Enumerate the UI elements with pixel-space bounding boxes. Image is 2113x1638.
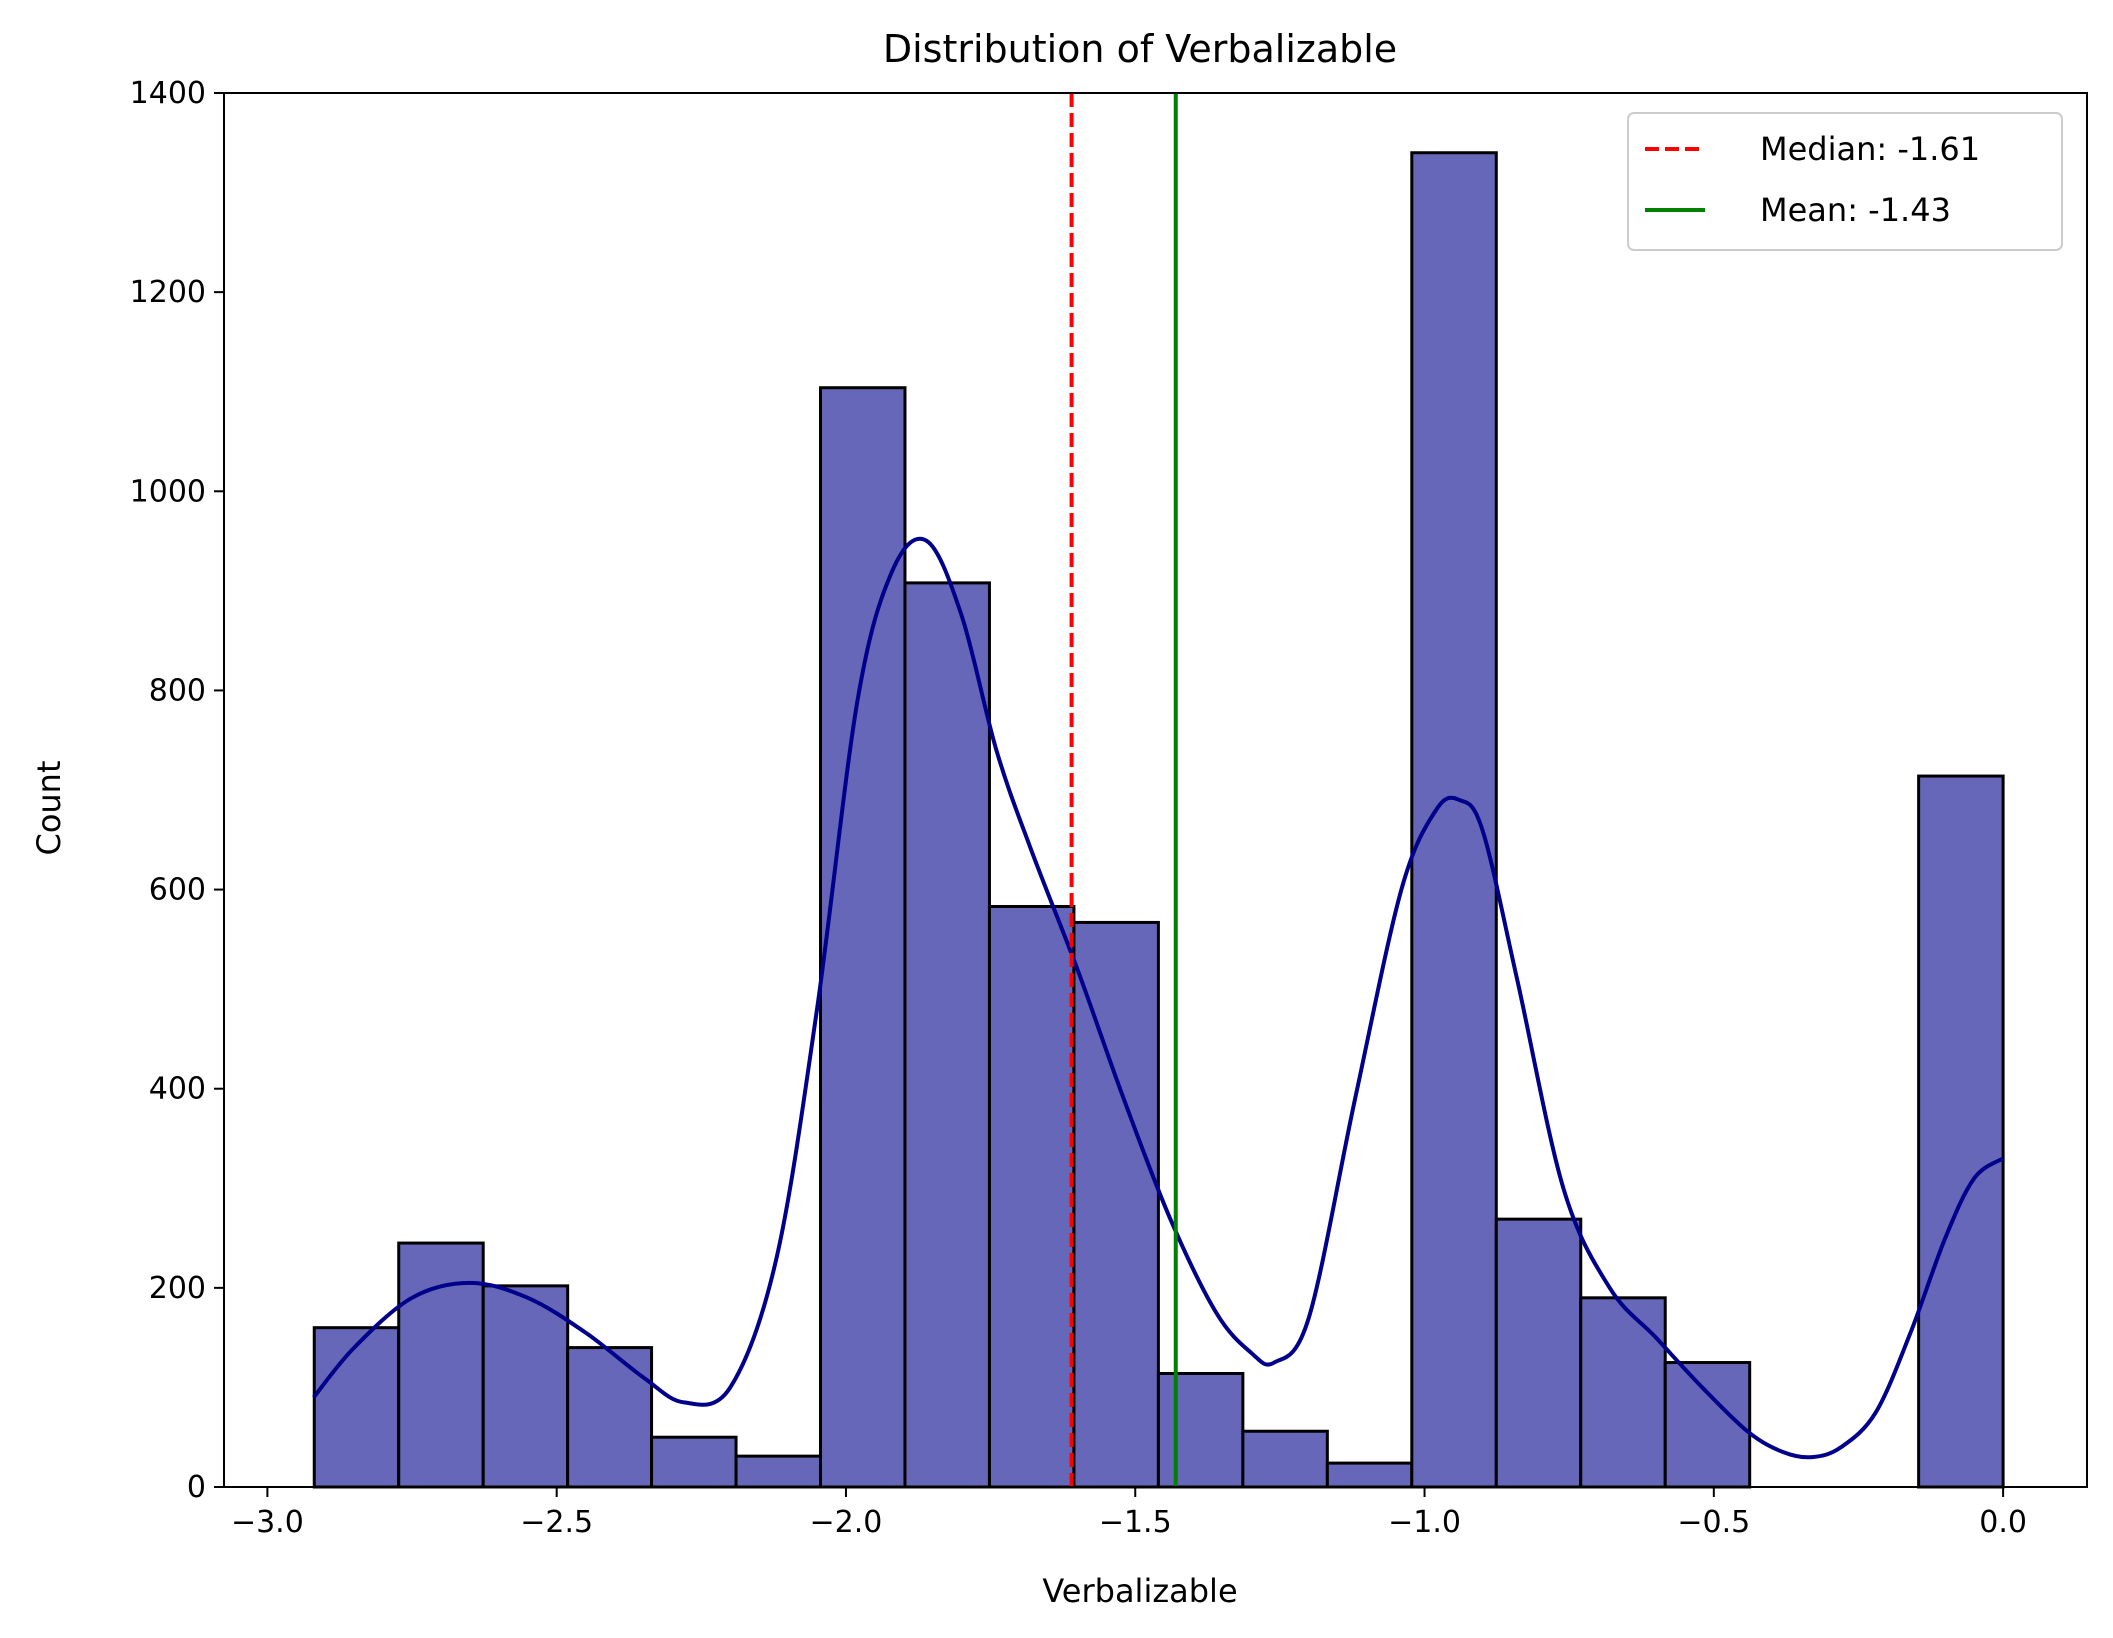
x-axis-label: Verbalizable (1042, 1572, 1237, 1610)
y-axis-label: Count (30, 760, 68, 855)
x-axis-ticks: −3.0 −2.5 −2.0 −1.5 −1.0 −0.5 0.0 (231, 1487, 2027, 1540)
kde-curve (312, 536, 2005, 1460)
x-tick-label: 0.0 (1979, 1505, 2027, 1540)
histogram-bar-2 (481, 1284, 570, 1489)
histogram-bar-1 (397, 1241, 485, 1489)
histogram-bar-9 (1072, 920, 1160, 1489)
x-tick-label: −1.5 (1099, 1505, 1172, 1540)
histogram-bar-6 (819, 386, 907, 1489)
chart-title: Distribution of Verbalizable (883, 27, 1397, 71)
histogram-bar-10 (1156, 1371, 1245, 1489)
histogram-bar-4 (650, 1435, 738, 1489)
y-tick-label: 1200 (130, 275, 206, 310)
legend-median-label: Median: -1.61 (1760, 130, 1980, 168)
histogram-bar-3 (566, 1346, 654, 1489)
histogram-bar-19 (1917, 774, 2005, 1489)
histogram-bar-5 (734, 1454, 823, 1489)
x-tick-label: −3.0 (231, 1505, 304, 1540)
y-tick-label: 800 (149, 673, 206, 708)
y-tick-label: 1400 (130, 76, 206, 111)
histogram-bar-14 (1494, 1217, 1583, 1489)
histogram-bar-15 (1579, 1296, 1667, 1489)
histogram-bar-11 (1241, 1429, 1329, 1489)
legend-mean-label: Mean: -1.43 (1760, 191, 1951, 229)
y-axis-ticks: 0 200 400 600 800 1000 1200 1400 (130, 76, 224, 1505)
histogram-bar-7 (903, 581, 991, 1489)
y-tick-label: 1000 (130, 474, 206, 509)
y-tick-label: 0 (187, 1470, 206, 1505)
legend: Median: -1.61 Mean: -1.43 (1627, 112, 2063, 251)
histogram-bar-12 (1325, 1461, 1414, 1489)
histogram-bar-16 (1663, 1361, 1752, 1489)
histogram-bar-13 (1410, 151, 1498, 1489)
kde-layer (312, 536, 2005, 1460)
plot-frame (223, 92, 2088, 1488)
x-tick-label: −1.0 (1388, 1505, 1461, 1540)
y-tick-label: 200 (149, 1271, 206, 1306)
x-tick-label: −2.0 (810, 1505, 883, 1540)
histogram-bar-8 (987, 904, 1076, 1489)
x-tick-label: −0.5 (1677, 1505, 1750, 1540)
reference-lines-layer (1069, 93, 1178, 1487)
x-tick-label: −2.5 (520, 1505, 593, 1540)
histogram-bar-0 (312, 1326, 401, 1489)
bars-layer (312, 151, 2005, 1489)
legend-box (1627, 112, 2063, 251)
y-tick-label: 600 (149, 873, 206, 908)
y-tick-label: 400 (149, 1072, 206, 1107)
